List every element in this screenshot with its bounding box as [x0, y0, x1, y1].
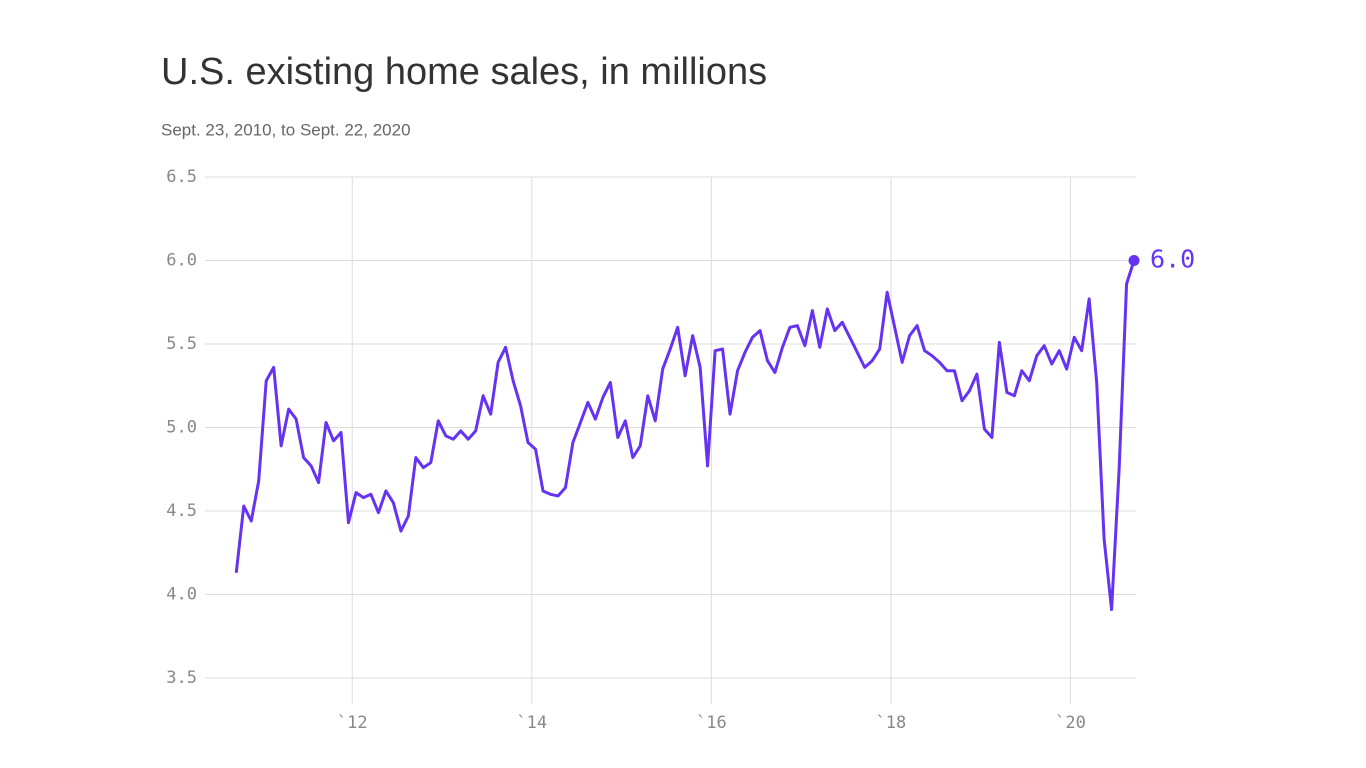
x-tick-label: `16 [696, 713, 727, 733]
y-tick-label: 5.5 [166, 334, 197, 354]
x-tick-label: `20 [1055, 713, 1086, 733]
y-tick-label: 3.5 [166, 668, 197, 688]
y-tick-label: 6.0 [166, 251, 197, 271]
end-point [1128, 255, 1140, 266]
data-label: 6.0 [1150, 245, 1195, 274]
y-tick-label: 5.0 [166, 418, 197, 438]
x-tick-label: `18 [876, 713, 907, 733]
x-tick-label: `14 [516, 713, 547, 733]
data-line [234, 260, 1136, 612]
y-tick-label: 4.0 [166, 585, 197, 605]
y-tick-label: 6.5 [166, 167, 197, 187]
x-tick-label: `12 [337, 713, 368, 733]
chart-subtitle: Sept. 23, 2010, to Sept. 22, 2020 [161, 120, 411, 139]
y-tick-label: 4.5 [166, 501, 197, 521]
chart-title: U.S. existing home sales, in millions [161, 51, 767, 93]
